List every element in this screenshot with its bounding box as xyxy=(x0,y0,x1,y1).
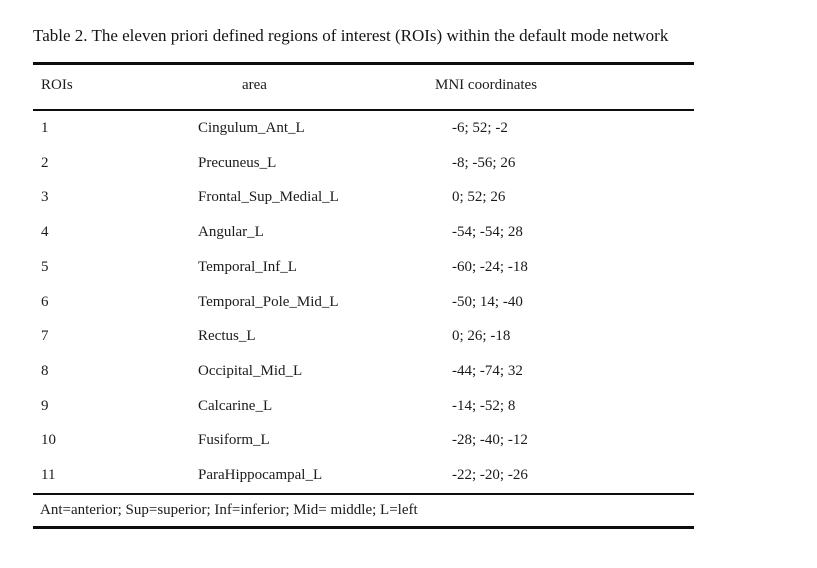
roi-number: 11 xyxy=(41,467,56,484)
roi-mni-coordinates: -8; -56; 26 xyxy=(452,154,516,171)
roi-number: 2 xyxy=(41,154,49,171)
table-row: 1 Cingulum_Ant_L -6; 52; -2 xyxy=(33,111,694,146)
roi-number: 3 xyxy=(41,189,49,206)
roi-mni-coordinates: 0; 26; -18 xyxy=(452,328,511,345)
table-footnote-row: Ant=anterior; Sup=superior; Inf=inferior… xyxy=(33,495,694,526)
roi-mni-coordinates: -50; 14; -40 xyxy=(452,293,523,310)
table-rule-bottom xyxy=(33,526,694,529)
table-row: 3 Frontal_Sup_Medial_L 0; 52; 26 xyxy=(33,180,694,215)
roi-area: Fusiform_L xyxy=(198,432,270,449)
roi-mni-coordinates: 0; 52; 26 xyxy=(452,189,506,206)
table-row: 4 Angular_L -54; -54; 28 xyxy=(33,215,694,250)
roi-area: ParaHippocampal_L xyxy=(198,467,323,484)
table-row: 7 Rectus_L 0; 26; -18 xyxy=(33,319,694,354)
column-header-rois: ROIs xyxy=(41,77,73,93)
roi-area: Occipital_Mid_L xyxy=(198,363,303,380)
table-row: 9 Calcarine_L -14; -52; 8 xyxy=(33,389,694,424)
roi-number: 4 xyxy=(41,224,49,241)
table-rule-top xyxy=(33,62,694,65)
table-rule-under-header xyxy=(33,109,694,111)
table-row: 6 Temporal_Pole_Mid_L -50; 14; -40 xyxy=(33,285,694,320)
roi-number: 8 xyxy=(41,363,49,380)
roi-area: Temporal_Pole_Mid_L xyxy=(198,293,339,310)
roi-area: Temporal_Inf_L xyxy=(198,258,297,275)
table-header-row: ROIs area MNI coordinates xyxy=(33,65,694,109)
table-row: 10 Fusiform_L -28; -40; -12 xyxy=(33,423,694,458)
roi-number: 7 xyxy=(41,328,49,345)
roi-mni-coordinates: -22; -20; -26 xyxy=(452,467,528,484)
roi-area: Cingulum_Ant_L xyxy=(198,120,305,136)
table-row: 5 Temporal_Inf_L -60; -24; -18 xyxy=(33,250,694,285)
roi-mni-coordinates: -60; -24; -18 xyxy=(452,258,528,275)
roi-mni-coordinates: -14; -52; 8 xyxy=(452,397,516,414)
roi-number: 5 xyxy=(41,258,49,275)
roi-mni-coordinates: -44; -74; 32 xyxy=(452,363,523,380)
table-body: 1 Cingulum_Ant_L -6; 52; -2 2 Precuneus_… xyxy=(33,111,694,493)
table-rule-above-footnote xyxy=(33,493,694,495)
table-row: 8 Occipital_Mid_L -44; -74; 32 xyxy=(33,354,694,389)
roi-area: Precuneus_L xyxy=(198,154,277,171)
roi-area: Rectus_L xyxy=(198,328,256,345)
roi-mni-coordinates: -54; -54; 28 xyxy=(452,224,523,241)
table-row: 2 Precuneus_L -8; -56; 26 xyxy=(33,146,694,181)
table-caption: Table 2. The eleven priori defined regio… xyxy=(33,26,669,45)
roi-mni-coordinates: -6; 52; -2 xyxy=(452,120,508,136)
roi-area: Calcarine_L xyxy=(198,397,273,414)
table-row: 11 ParaHippocampal_L -22; -20; -26 xyxy=(33,458,694,493)
roi-mni-coordinates: -28; -40; -12 xyxy=(452,432,528,449)
roi-number: 10 xyxy=(41,432,56,449)
roi-area: Frontal_Sup_Medial_L xyxy=(198,189,339,206)
column-header-mni-coordinates: MNI coordinates xyxy=(435,77,538,93)
roi-number: 6 xyxy=(41,293,49,310)
table-footnote: Ant=anterior; Sup=superior; Inf=inferior… xyxy=(40,502,418,518)
roi-number: 1 xyxy=(41,120,49,136)
column-header-area: area xyxy=(242,77,267,93)
roi-area: Angular_L xyxy=(198,224,264,241)
roi-number: 9 xyxy=(41,397,49,414)
roi-table: ROIs area MNI coordinates 1 Cingulum_Ant… xyxy=(33,62,694,529)
